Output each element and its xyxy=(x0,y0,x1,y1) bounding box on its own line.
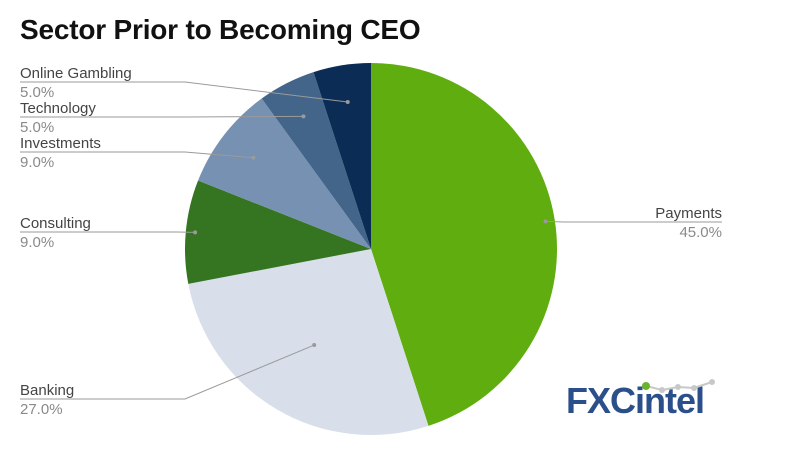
slice-label-payments: Payments xyxy=(655,205,722,222)
slice-label-consulting: Consulting xyxy=(20,215,91,232)
pie-slice-banking xyxy=(188,249,429,436)
slice-value-technology: 5.0% xyxy=(20,119,54,136)
logo-sparkline-icon xyxy=(642,379,715,393)
slices-layer xyxy=(185,63,558,436)
leader-line-technology xyxy=(20,115,304,118)
slice-value-investments: 9.0% xyxy=(20,154,54,171)
leader-line-banking xyxy=(20,344,315,400)
pie-slice-online-gambling xyxy=(313,63,371,249)
slice-value-banking: 27.0% xyxy=(20,401,63,418)
slice-label-banking: Banking xyxy=(20,382,74,399)
slice-label-online-gambling: Online Gambling xyxy=(20,65,132,82)
leader-line-online-gambling xyxy=(20,81,348,103)
slice-value-payments: 45.0% xyxy=(679,224,722,241)
slice-value-consulting: 9.0% xyxy=(20,234,54,251)
slice-label-technology: Technology xyxy=(20,100,96,117)
labels-layer: Payments 45.0% Banking 27.0% Consulting 9.0% I… xyxy=(20,65,722,418)
fxcintel-logo: FXCintel xyxy=(566,378,726,422)
leader-line-payments xyxy=(545,220,722,223)
slice-value-online-gambling: 5.0% xyxy=(20,84,54,101)
pie-slice-investments xyxy=(198,98,371,249)
pie-slice-payments xyxy=(371,63,558,426)
leader-line-investments xyxy=(20,151,254,159)
chart-title: Sector Prior to Becoming CEO xyxy=(20,14,421,45)
slice-label-investments: Investments xyxy=(20,135,101,152)
pie-slice-consulting xyxy=(185,180,371,284)
